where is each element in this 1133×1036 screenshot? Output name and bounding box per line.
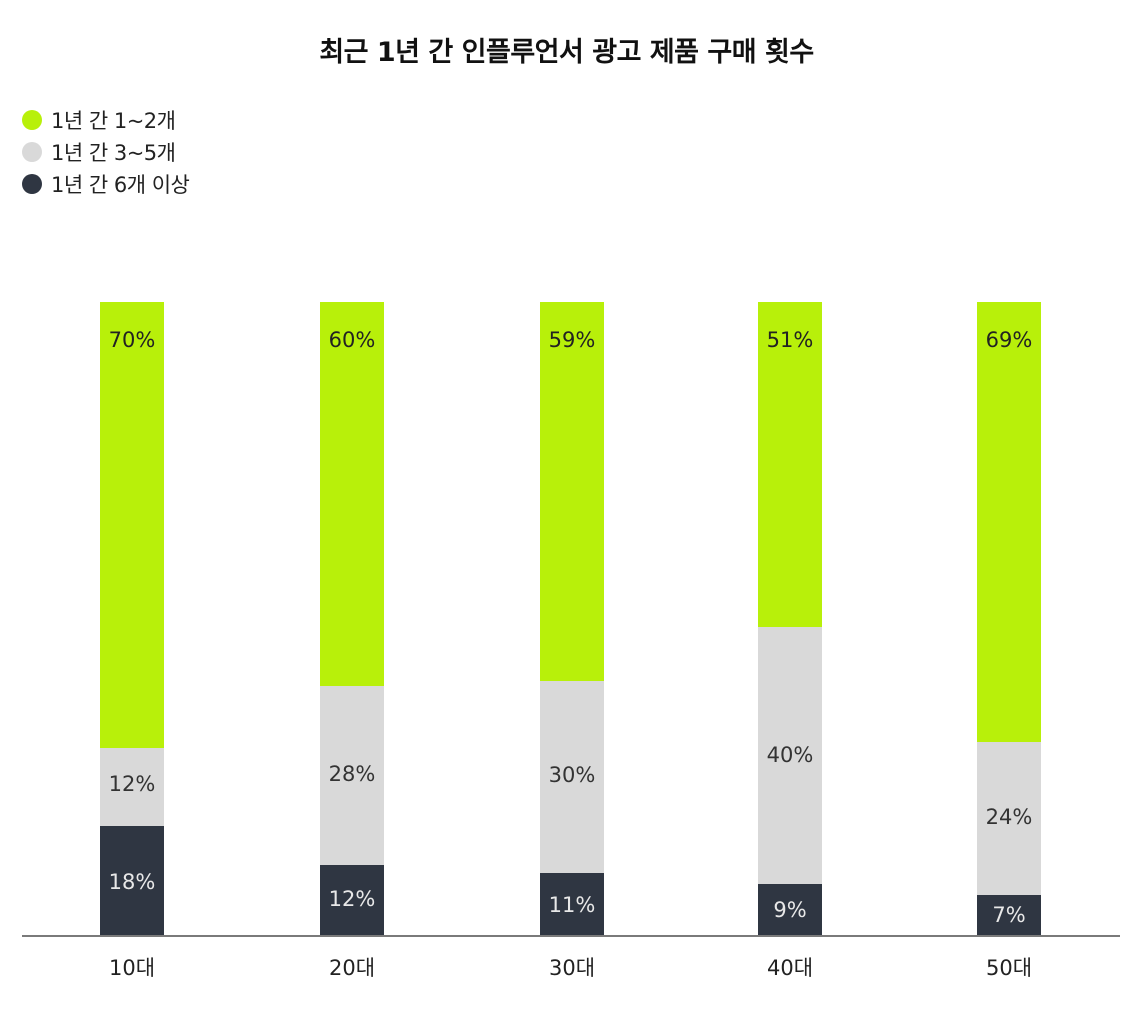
bar-segment: 24% xyxy=(977,742,1041,895)
value-label: 9% xyxy=(773,898,807,922)
legend: 1년 간 1~2개 1년 간 3~5개 1년 간 6개 이상 xyxy=(22,104,190,200)
legend-item: 1년 간 6개 이상 xyxy=(22,168,190,200)
legend-label: 1년 간 6개 이상 xyxy=(51,173,190,197)
value-label: 59% xyxy=(548,328,596,352)
value-label: 69% xyxy=(985,328,1033,352)
stacked-bar: 69% 24% 7% xyxy=(977,302,1041,936)
bar-segment: 28% xyxy=(320,686,384,865)
bar-segment: 40% xyxy=(758,627,822,884)
x-tick-label: 30대 xyxy=(548,956,596,980)
value-label: 18% xyxy=(108,870,156,894)
x-tick-label: 40대 xyxy=(766,956,814,980)
x-axis-line xyxy=(22,935,1120,937)
legend-item: 1년 간 1~2개 xyxy=(22,104,189,136)
bar-segment: 12% xyxy=(320,865,384,936)
bar-segment: 7% xyxy=(977,895,1041,936)
chart-title: 최근 1년 간 인플루언서 광고 제품 구매 횟수 xyxy=(319,37,814,68)
value-label: 11% xyxy=(548,893,596,917)
value-label: 7% xyxy=(992,903,1026,927)
bar-segment: 12% xyxy=(100,748,164,826)
legend-swatch-icon xyxy=(22,174,42,194)
stacked-bar: 70% 12% 18% xyxy=(100,302,164,936)
legend-swatch-icon xyxy=(22,142,42,162)
value-label: 60% xyxy=(328,328,376,352)
stacked-bar: 60% 28% 12% xyxy=(320,302,384,936)
stacked-bar: 59% 30% 11% xyxy=(540,302,604,936)
legend-item: 1년 간 3~5개 xyxy=(22,136,189,168)
bar-segment: 59% xyxy=(540,302,604,681)
x-tick-label: 20대 xyxy=(328,956,376,980)
bar-segment: 11% xyxy=(540,873,604,936)
bar-segment: 70% xyxy=(100,302,164,748)
stacked-bar: 51% 40% 9% xyxy=(758,302,822,936)
bar-segment: 9% xyxy=(758,884,822,936)
bar-segment: 51% xyxy=(758,302,822,627)
value-label: 12% xyxy=(108,772,156,796)
value-label: 28% xyxy=(328,762,376,786)
bar-segment: 60% xyxy=(320,302,384,686)
value-label: 30% xyxy=(548,763,596,787)
legend-swatch-icon xyxy=(22,110,42,130)
legend-label: 1년 간 3~5개 xyxy=(51,141,176,165)
x-tick-label: 50대 xyxy=(985,956,1033,980)
value-label: 51% xyxy=(766,328,814,352)
bar-segment: 69% xyxy=(977,302,1041,742)
legend-label: 1년 간 1~2개 xyxy=(51,109,176,133)
bar-segment: 30% xyxy=(540,681,604,873)
bar-segment: 18% xyxy=(100,826,164,936)
value-label: 70% xyxy=(108,328,156,352)
value-label: 40% xyxy=(766,743,814,767)
value-label: 12% xyxy=(328,887,376,911)
value-label: 24% xyxy=(985,805,1033,829)
x-tick-label: 10대 xyxy=(108,956,156,980)
